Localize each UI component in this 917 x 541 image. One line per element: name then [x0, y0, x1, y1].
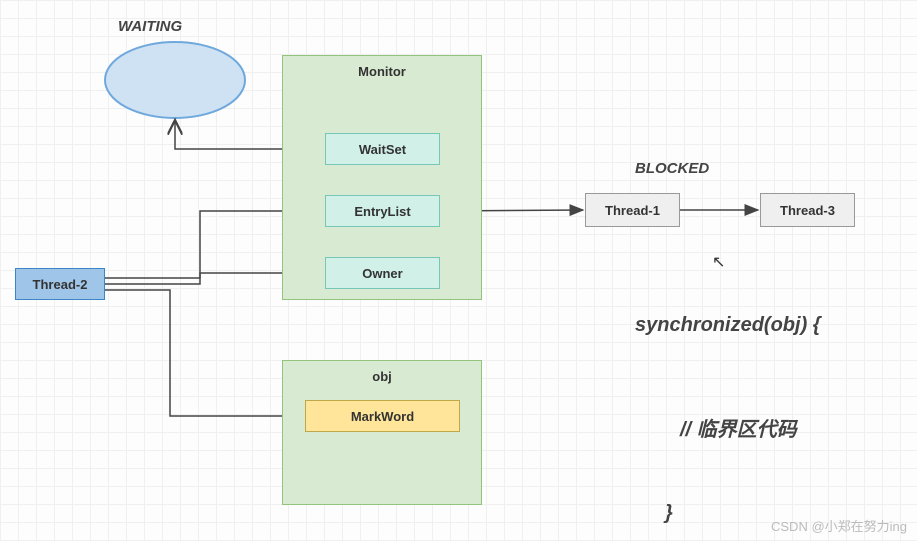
thread3-label: Thread-3 [780, 203, 835, 218]
waiting-ellipse [105, 42, 245, 118]
owner-box: Owner [325, 257, 440, 289]
entrylist-box: EntryList [325, 195, 440, 227]
waitset-box: WaitSet [325, 133, 440, 165]
monitor-title: Monitor [358, 64, 406, 79]
code-line3: } [665, 502, 673, 525]
blocked-label: BLOCKED [635, 160, 709, 177]
owner-label: Owner [362, 266, 402, 281]
thread2-box: Thread-2 [15, 268, 105, 300]
obj-box: obj [282, 360, 482, 505]
waitset-label: WaitSet [359, 142, 406, 157]
code-line2: // 临界区代码 [680, 413, 797, 442]
watermark-text: CSDN @小郑在努力ing [771, 516, 907, 535]
obj-title: obj [372, 369, 392, 384]
thread1-box: Thread-1 [585, 193, 680, 227]
thread1-label: Thread-1 [605, 203, 660, 218]
edge-thread2-to-markword [105, 290, 303, 416]
thread3-box: Thread-3 [760, 193, 855, 227]
thread2-label: Thread-2 [33, 277, 88, 292]
markword-label: MarkWord [351, 409, 414, 424]
markword-box: MarkWord [305, 400, 460, 432]
code-line1: synchronized(obj) { [635, 314, 821, 337]
entrylist-label: EntryList [354, 204, 410, 219]
cursor-icon: ↖ [712, 252, 725, 272]
waiting-label: WAITING [118, 18, 182, 35]
